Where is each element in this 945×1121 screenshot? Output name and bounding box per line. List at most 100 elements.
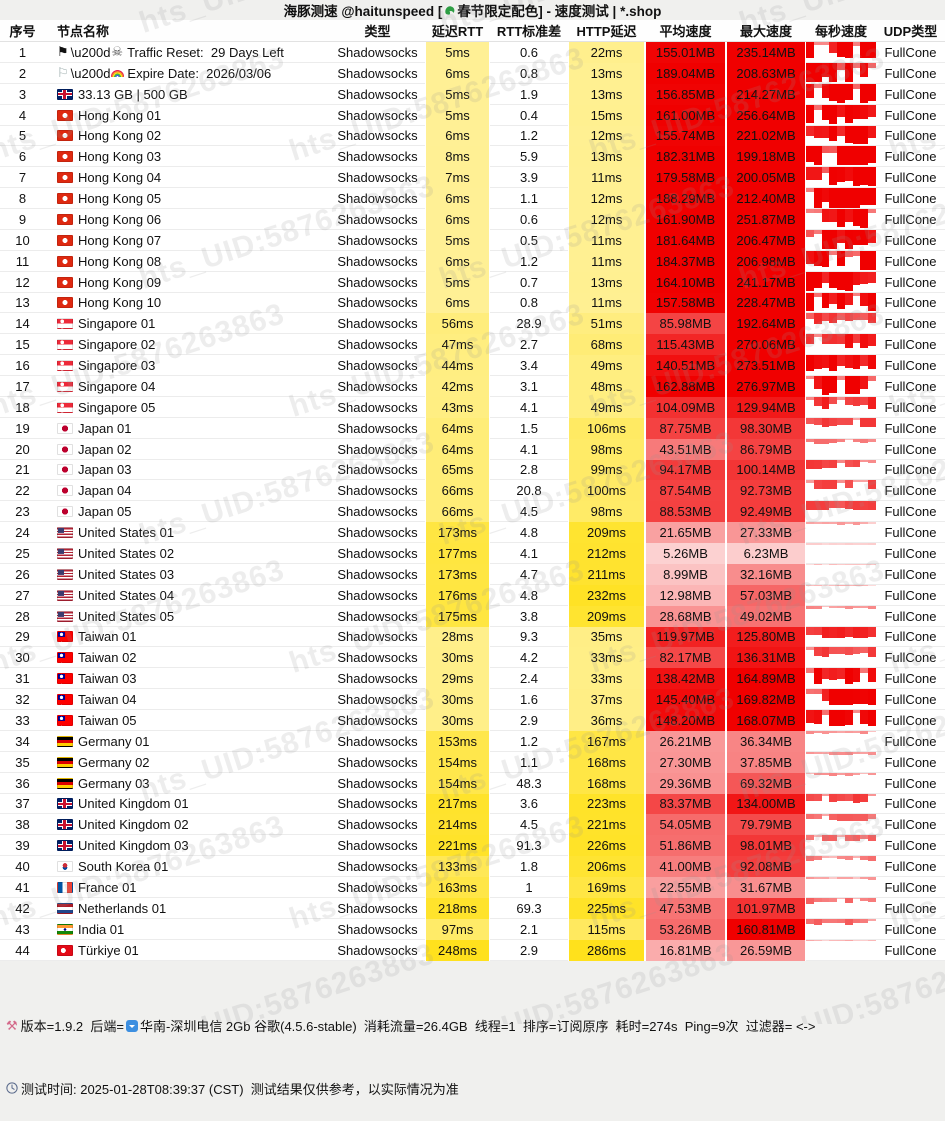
cell-node-name: Taiwan 02 bbox=[45, 647, 330, 668]
speed-bar bbox=[868, 271, 876, 284]
speed-bar bbox=[806, 480, 814, 483]
speed-bar bbox=[806, 730, 814, 735]
cell-avg-speed: 157.58MB bbox=[645, 292, 726, 314]
cell-rtt: 217ms bbox=[425, 793, 490, 815]
speed-bar bbox=[868, 689, 876, 706]
cell-index: 37 bbox=[15, 796, 30, 812]
footer-backend-text: 华南-深圳电信 2Gb 谷歌(4.5.6-stable) 消耗流量=26.4GB… bbox=[139, 1018, 816, 1034]
cell-avg-speed: 162.88MB bbox=[645, 376, 726, 397]
table-row: 2 ⚐ \u200d Expire Date: 2026/03/06 Shadowsoc… bbox=[0, 62, 945, 84]
cell-http-latency: 49ms bbox=[568, 355, 645, 376]
speed-bar bbox=[852, 104, 861, 120]
speed-bar bbox=[860, 710, 869, 725]
cell-index: 3 bbox=[18, 86, 27, 102]
cell-node-name: Singapore 05 bbox=[45, 397, 330, 418]
speed-bar bbox=[813, 501, 822, 510]
speed-bar bbox=[806, 626, 814, 635]
cell-per-second-bars bbox=[806, 501, 876, 522]
cell-avg-speed: 104.09MB bbox=[645, 396, 726, 418]
speed-bar bbox=[837, 167, 845, 183]
cell-per-second-bars bbox=[806, 563, 876, 585]
speed-bar bbox=[813, 146, 822, 166]
cell-type: Shadowsocks bbox=[337, 128, 418, 144]
cell-type: Shadowsocks bbox=[337, 253, 418, 269]
speed-bar bbox=[806, 396, 814, 401]
speed-bar bbox=[860, 856, 869, 861]
speed-bar bbox=[829, 522, 838, 524]
cell-rtt: 30ms bbox=[425, 647, 490, 669]
speed-bar bbox=[821, 334, 830, 345]
table-body: 1 ⚑ \u200d ☠ Traffic Reset: 29 Days Left Shad… bbox=[0, 42, 945, 961]
node-name-label: Taiwan 02 bbox=[78, 650, 137, 666]
cell-type: Shadowsocks bbox=[337, 796, 418, 812]
speed-bar bbox=[821, 62, 830, 77]
cell-udp-type: FullCone bbox=[884, 900, 937, 916]
cell-udp-type: FullCone bbox=[884, 859, 937, 875]
speed-bar bbox=[844, 292, 853, 305]
node-name-label: France 01 bbox=[78, 879, 137, 895]
speed-bar bbox=[829, 814, 838, 821]
cell-per-second-bars bbox=[806, 271, 876, 293]
cell-rtt-stddev: 3.6 bbox=[519, 796, 539, 812]
speed-bar bbox=[821, 563, 830, 566]
speed-bar bbox=[813, 229, 822, 235]
cell-rtt-stddev: 4.2 bbox=[519, 650, 539, 666]
speed-bar bbox=[868, 730, 876, 733]
node-name-label: Singapore 02 bbox=[78, 337, 156, 353]
footer-version-text: 版本=1.9.2 后端= bbox=[20, 1018, 124, 1034]
speed-bar bbox=[852, 167, 861, 187]
cell-max-speed: 125.80MB bbox=[726, 626, 806, 648]
table-row: 20 Japan 02 Shadowsocks 64ms 4.1 98ms 43.51MB 8… bbox=[0, 438, 945, 460]
cell-node-name: Hong Kong 07 bbox=[45, 230, 330, 251]
cell-avg-speed: 156.85MB bbox=[645, 83, 726, 105]
node-name-label: United States 02 bbox=[78, 545, 175, 561]
speed-bar bbox=[813, 313, 822, 325]
cell-rtt-stddev: 2.4 bbox=[519, 671, 539, 687]
cell-index: 24 bbox=[15, 525, 30, 541]
cell-node-name: Hong Kong 05 bbox=[45, 188, 330, 209]
cell-node-name: Singapore 02 bbox=[45, 334, 330, 355]
speed-bar bbox=[852, 626, 861, 639]
speed-bar bbox=[837, 188, 845, 208]
cell-node-name: United States 04 bbox=[45, 585, 330, 606]
cell-rtt: 154ms bbox=[425, 772, 490, 794]
cell-index: 5 bbox=[18, 128, 27, 144]
cell-max-speed: 270.06MB bbox=[726, 334, 806, 356]
speed-bar bbox=[829, 710, 838, 726]
speed-bar bbox=[852, 689, 861, 705]
speed-bar bbox=[829, 417, 838, 426]
cell-max-speed: 221.02MB bbox=[726, 125, 806, 147]
cell-udp-type: FullCone bbox=[884, 170, 937, 186]
node-name-label: Japan 03 bbox=[78, 462, 132, 478]
cell-type: Shadowsocks bbox=[337, 483, 418, 499]
speed-bar bbox=[860, 751, 869, 754]
cell-node-name: Japan 01 bbox=[45, 418, 330, 439]
cell-rtt-stddev: 0.6 bbox=[519, 44, 539, 60]
cell-udp-type: FullCone bbox=[884, 692, 937, 708]
speed-bar bbox=[868, 438, 876, 442]
speed-bar bbox=[821, 83, 830, 98]
cell-http-latency: 12ms bbox=[568, 125, 645, 147]
cell-rtt: 7ms bbox=[425, 167, 490, 189]
cell-index: 20 bbox=[15, 441, 30, 457]
speed-bar bbox=[821, 730, 830, 734]
speed-bar bbox=[806, 271, 814, 292]
speed-bar bbox=[821, 104, 830, 120]
speed-bar bbox=[821, 814, 830, 817]
cell-rtt-stddev: 3.4 bbox=[519, 358, 539, 374]
cell-per-second-bars bbox=[806, 730, 876, 752]
column-header: 平均速度 bbox=[659, 24, 712, 39]
table-row: 7 Hong Kong 04 Shadowsocks 7ms 3.9 11ms 179.58… bbox=[0, 167, 945, 189]
speed-bar bbox=[860, 104, 869, 119]
speed-bar bbox=[860, 167, 869, 185]
table-row: 44 Türkiye 01 Shadowsocks 248ms 2.9 286ms 16.8… bbox=[0, 939, 945, 961]
cell-rtt-stddev: 1.1 bbox=[519, 191, 539, 207]
node-name-label: United Kingdom 01 bbox=[78, 796, 189, 812]
speed-bar bbox=[821, 146, 830, 153]
cell-avg-speed: 47.53MB bbox=[645, 897, 726, 919]
cell-per-second-bars bbox=[806, 83, 876, 105]
table-row: 43 India 01 Shadowsocks 97ms 2.1 115ms 53.26MB… bbox=[0, 918, 945, 940]
cell-type: Shadowsocks bbox=[337, 420, 418, 436]
cell-index: 17 bbox=[15, 378, 30, 394]
speed-bar bbox=[813, 793, 822, 801]
